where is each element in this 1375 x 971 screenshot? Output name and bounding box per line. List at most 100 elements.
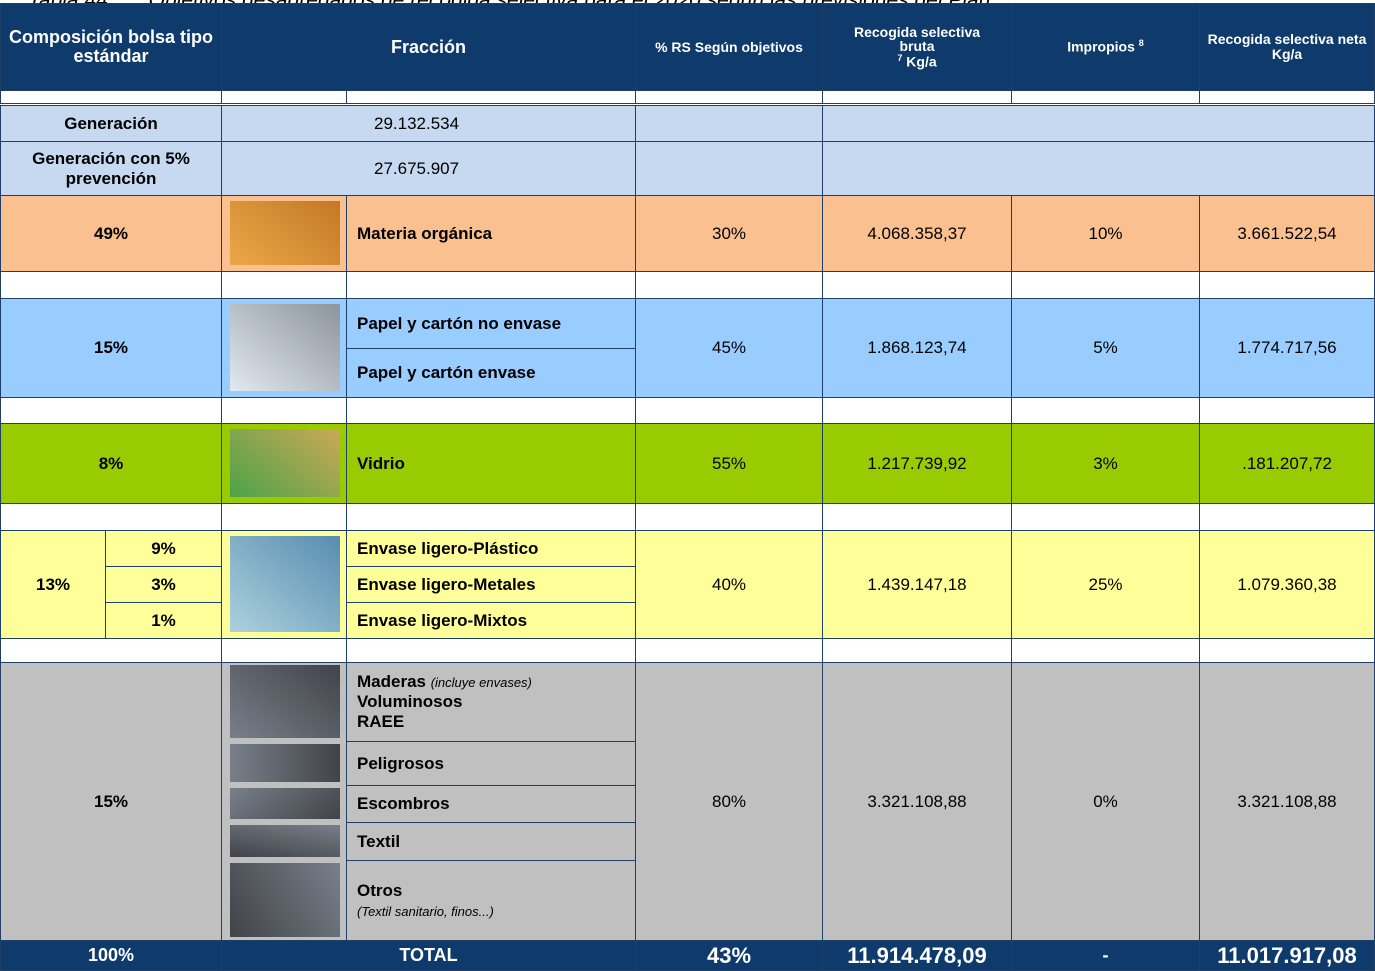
total-text: TOTAL bbox=[399, 945, 458, 965]
header-text: Impropios bbox=[1067, 38, 1135, 55]
empty-cell bbox=[1199, 271, 1375, 299]
empty-cell bbox=[1199, 397, 1375, 424]
empty-cell bbox=[1011, 503, 1200, 531]
fraction-cell: Otros (Textil sanitario, finos...) bbox=[346, 860, 636, 941]
empty-cell bbox=[635, 503, 823, 531]
value-cell: 5% bbox=[1011, 298, 1200, 398]
fraction-cell: Envase ligero-Mixtos bbox=[346, 602, 636, 639]
fraction-line: Envase ligero-Plástico bbox=[357, 539, 538, 559]
empty-cell bbox=[1011, 638, 1200, 663]
header-text: Recogida selectiva bruta bbox=[853, 23, 981, 55]
value-text: 4.068.358,37 bbox=[867, 223, 967, 243]
photo bbox=[230, 429, 340, 497]
value-text: 1.774.717,56 bbox=[1237, 338, 1337, 357]
value-cell: 3.661.522,54 bbox=[1199, 195, 1375, 272]
fraction-line: Envase ligero-Mixtos bbox=[357, 611, 527, 631]
fraction-note-line: (Textil sanitario, finos...) bbox=[357, 901, 494, 921]
total-cell: 11.914.478,09 bbox=[822, 940, 1012, 971]
empty-cell bbox=[0, 397, 222, 424]
total-cell: 43% bbox=[635, 940, 823, 971]
sub-composition-cell: 1% bbox=[105, 602, 222, 639]
empty-cell bbox=[0, 90, 222, 104]
total-text: 11.017.917,08 bbox=[1217, 942, 1357, 968]
value-cell: 3% bbox=[1011, 423, 1200, 504]
fraction-cell: Maderas (incluye envases) Voluminosos RAEE bbox=[346, 662, 636, 742]
composition-cell: 15% bbox=[0, 298, 222, 398]
fraction-line: Materia orgánica bbox=[357, 224, 492, 244]
value-text: 40% bbox=[711, 574, 747, 594]
fraction-name: Envase ligero-Plástico bbox=[357, 538, 539, 558]
fraction-cell: Textil bbox=[346, 822, 636, 861]
footnote-ref: 7 bbox=[897, 53, 903, 64]
composition-text: 13% bbox=[35, 574, 71, 594]
empty-cell bbox=[822, 503, 1012, 531]
value-cell: 25% bbox=[1011, 530, 1200, 639]
empty-cell bbox=[635, 90, 823, 104]
empty-cell bbox=[221, 397, 347, 424]
value-cell: 55% bbox=[635, 423, 823, 504]
empty-cell bbox=[635, 141, 823, 196]
empty-cell bbox=[1011, 397, 1200, 424]
header-cell: Composición bolsa tipo estándar bbox=[0, 3, 222, 91]
total-cell: TOTAL bbox=[221, 940, 636, 971]
value-cell: 1.217.739,92 bbox=[822, 423, 1012, 504]
sub-composition-cell: 3% bbox=[105, 566, 222, 603]
empty-cell bbox=[221, 503, 347, 531]
value-text: 5% bbox=[1093, 338, 1118, 357]
photo bbox=[230, 201, 340, 265]
value-text: 27.675.907 bbox=[374, 158, 460, 178]
photo bbox=[230, 825, 340, 857]
value-cell: 40% bbox=[635, 530, 823, 639]
empty-cell bbox=[1199, 90, 1375, 104]
value-text: 1.439.147,18 bbox=[867, 574, 967, 594]
fraction-name: Voluminosos bbox=[357, 692, 463, 711]
total-cell: - bbox=[1011, 940, 1200, 971]
fraction-name: Escombros bbox=[357, 794, 450, 813]
fraction-name: Peligrosos bbox=[357, 753, 444, 773]
fraction-name: Envase ligero-Mixtos bbox=[357, 610, 528, 630]
header-line: 7 Kg/a bbox=[897, 53, 936, 69]
header-text: Recogida selectiva neta Kg/a bbox=[1207, 31, 1367, 62]
fraction-name: RAEE bbox=[357, 712, 405, 731]
header-text: % RS Según objetivos bbox=[655, 38, 803, 55]
fraction-name: Maderas bbox=[357, 672, 426, 691]
fraction-line: Maderas (incluye envases) bbox=[357, 672, 532, 692]
empty-cell bbox=[221, 271, 347, 299]
fraction-name: Envase ligero-Metales bbox=[357, 574, 536, 594]
fraction-line: Papel y cartón no envase bbox=[357, 314, 561, 334]
value-text: 3.321.108,88 bbox=[867, 791, 967, 811]
empty-cell bbox=[221, 638, 347, 663]
fraction-name: Papel y cartón no envase bbox=[357, 313, 562, 333]
fraction-note: (incluye envases) bbox=[430, 675, 532, 690]
value-cell: 1.439.147,18 bbox=[822, 530, 1012, 639]
value-cell: 29.132.534 bbox=[221, 105, 636, 142]
value-text: 0% bbox=[1093, 791, 1118, 811]
photo bbox=[230, 863, 340, 937]
fraction-line: Textil bbox=[357, 832, 400, 852]
value-cell: 4.068.358,37 bbox=[822, 195, 1012, 272]
value-text: 3% bbox=[1093, 453, 1118, 473]
empty-cell bbox=[0, 503, 222, 531]
fraction-cell: Vidrio bbox=[346, 423, 636, 504]
empty-cell bbox=[1011, 90, 1200, 104]
empty-cell bbox=[635, 638, 823, 663]
header-text: Composición bolsa tipo estándar bbox=[8, 27, 213, 66]
photo bbox=[230, 788, 340, 819]
label-text: Generación bbox=[64, 113, 158, 133]
fraction-name: Papel y cartón envase bbox=[357, 363, 536, 382]
fraction-line: Envase ligero-Metales bbox=[357, 575, 536, 595]
value-text: 29.132.534 bbox=[374, 113, 460, 133]
empty-cell bbox=[346, 271, 636, 299]
row-label: Generación con 5% prevención bbox=[0, 141, 222, 196]
value-cell: 10% bbox=[1011, 195, 1200, 272]
empty-cell bbox=[822, 105, 1375, 142]
fraction-name: Textil bbox=[357, 831, 401, 851]
empty-cell bbox=[346, 638, 636, 663]
fraction-line: Otros bbox=[357, 881, 402, 901]
photo bbox=[230, 304, 340, 391]
header-cell: % RS Según objetivos bbox=[635, 3, 823, 91]
total-cell: 100% bbox=[0, 940, 222, 971]
fraction-cell: Papel y cartón envase bbox=[346, 348, 636, 398]
empty-cell bbox=[822, 271, 1012, 299]
